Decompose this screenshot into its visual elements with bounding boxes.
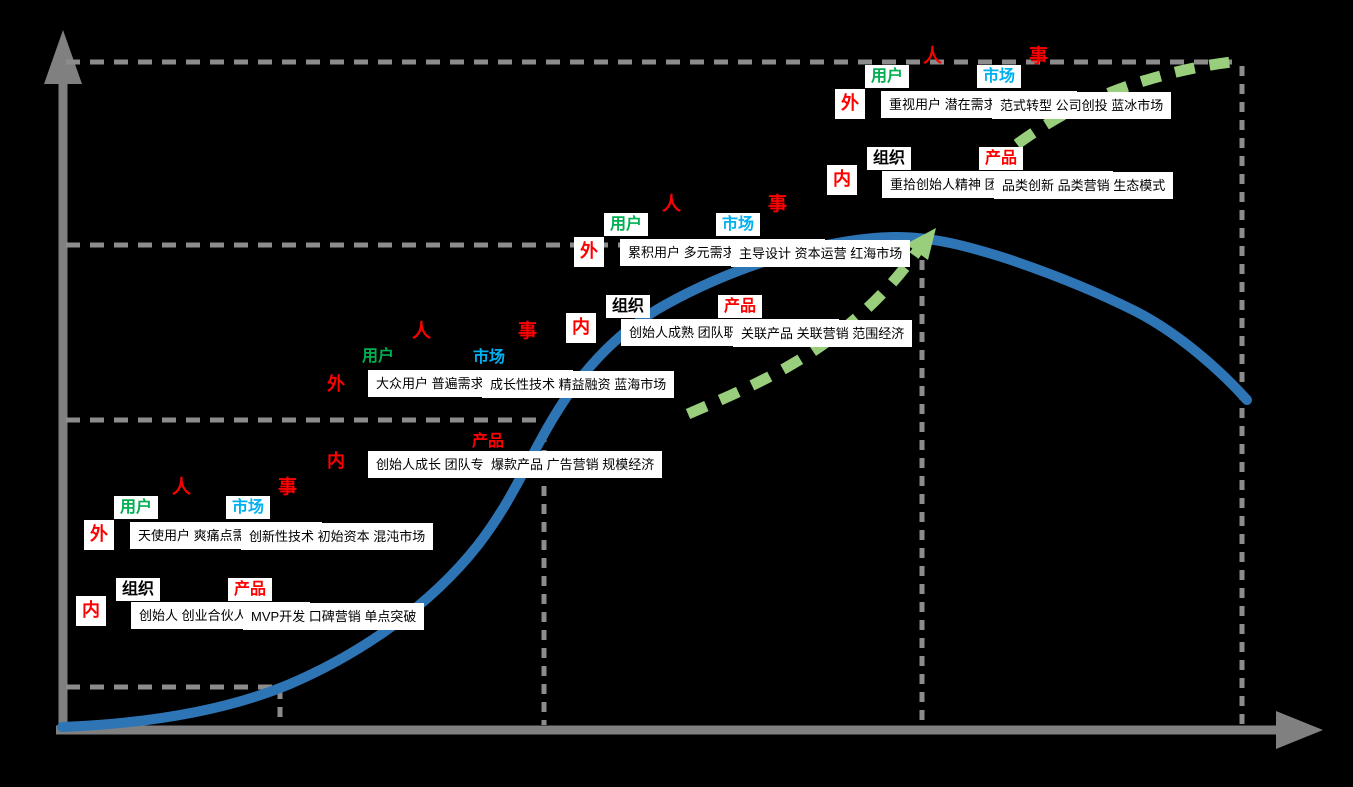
stage-cluster-3: 人 事 用户 市场 外 累积用户 多元需求 满足互补需求 主导设计 资本运营 红… — [566, 193, 913, 388]
matters-label: 事 — [518, 321, 538, 342]
market-label: 市场 — [977, 65, 1022, 89]
user-label: 用户 — [114, 496, 159, 520]
market-card: 范式转型 公司创投 蓝冰市场 — [992, 92, 1172, 119]
product-card: 品类创新 品类营销 生态模式 — [994, 172, 1174, 199]
people-label: 人 — [662, 194, 682, 215]
product-label: 产品 — [979, 147, 1024, 171]
product-label: 产品 — [228, 578, 273, 602]
external-label: 外 — [574, 237, 604, 267]
user-label: 用户 — [604, 213, 649, 237]
market-card: 成长性技术 精益融资 蓝海市场 — [482, 371, 675, 398]
people-label: 人 — [412, 321, 432, 342]
green-second-curve-lower — [685, 246, 923, 420]
people-label: 人 — [923, 46, 943, 67]
matters-label: 事 — [278, 477, 298, 498]
internal-label: 内 — [827, 165, 857, 195]
organization-label: 组织 — [116, 578, 161, 602]
market-label: 市场 — [473, 349, 506, 366]
market-card: 创新性技术 初始资本 混沌市场 — [241, 523, 434, 550]
blue-s-curve — [57, 231, 1252, 732]
external-label: 外 — [327, 374, 345, 394]
external-label: 外 — [835, 89, 865, 119]
green-arrowhead-icon — [906, 228, 936, 260]
stage-cluster-1: 人 事 用户 市场 外 天使用户 爽痛点需求 竞品差异 创新性技术 初始资本 混… — [76, 476, 434, 671]
product-label: 产品 — [472, 433, 505, 450]
y-axis-arrow-icon — [44, 30, 82, 84]
market-label: 市场 — [716, 213, 761, 237]
x-axis-arrow-icon — [1276, 711, 1323, 749]
stage-cluster-2: 人 事 用户 市场 外 大众用户 普遍需求 跨越需求鸿沟 成长性技术 精益融资 … — [318, 320, 675, 515]
product-card: MVP开发 口碑营销 单点突破 — [243, 603, 425, 630]
matters-label: 事 — [768, 194, 788, 215]
user-label: 用户 — [865, 65, 910, 89]
market-label: 市场 — [226, 496, 271, 520]
internal-label: 内 — [566, 313, 596, 343]
user-label: 用户 — [362, 348, 395, 365]
matters-label: 事 — [1029, 46, 1049, 67]
external-label: 外 — [84, 520, 114, 550]
product-label: 产品 — [718, 295, 763, 319]
market-card: 主导设计 资本运营 红海市场 — [731, 240, 911, 267]
internal-label: 内 — [327, 451, 345, 471]
product-card: 爆款产品 广告营销 规模经济 — [483, 451, 663, 478]
organization-label: 组织 — [867, 147, 912, 171]
stage-cluster-4: 人 事 用户 市场 外 重视用户 潜在需求 需求升/降级 范式转型 公司创投 蓝… — [827, 45, 1174, 240]
product-card: 关联产品 关联营销 范围经济 — [733, 320, 913, 347]
internal-label: 内 — [76, 596, 106, 626]
organization-label: 组织 — [606, 295, 651, 319]
people-label: 人 — [172, 477, 192, 498]
